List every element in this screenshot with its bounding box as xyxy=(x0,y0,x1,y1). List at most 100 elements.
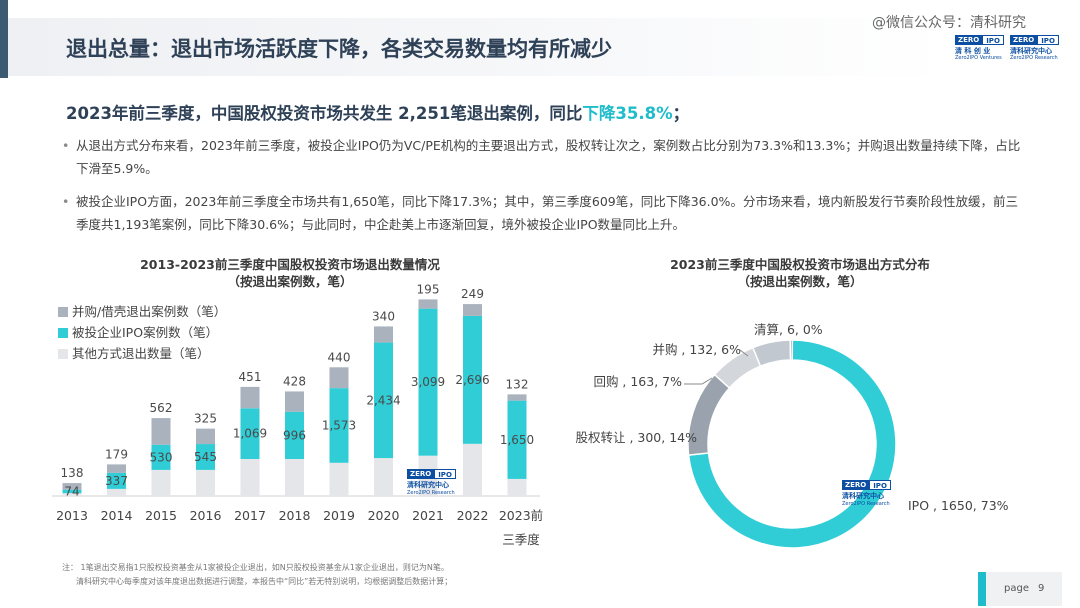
bar-segment-2019-0 xyxy=(329,462,349,496)
page-title: 退出总量：退出市场活跃度下降，各类交易数量均有所减少 xyxy=(66,37,612,61)
bar-segment-2023前三季度-1 xyxy=(507,400,527,479)
bar-label-ipo: 2,696 xyxy=(455,373,489,387)
donut-chart-watermark-logo: ZERO IPO 清科研究中心 Zero2IPO Research xyxy=(842,480,891,507)
bar-label-ma: 179 xyxy=(105,447,128,461)
bar-segment-2016-0 xyxy=(196,469,215,496)
x-tick-label: 2020 xyxy=(368,508,400,523)
donut-chart-subtitle: （按退出案例数，笔） xyxy=(737,274,863,289)
bar-segment-2020-1 xyxy=(374,342,393,459)
page-label: page xyxy=(1004,583,1029,594)
bar-segment-2015-0 xyxy=(151,469,171,496)
bar-label-ipo: 545 xyxy=(194,450,217,464)
x-tick-label: 2013 xyxy=(56,508,88,523)
bar-segment-2021-1 xyxy=(418,308,438,456)
donut-label-并购: 并购 , 132, 6% xyxy=(652,342,741,357)
x-tick-label-line2: 三季度 xyxy=(502,532,540,547)
bar-label-ma: 562 xyxy=(150,401,173,415)
x-tick-label: 2016 xyxy=(190,508,222,523)
bar-segment-2014-2 xyxy=(107,464,126,473)
bar-segment-2016-1 xyxy=(196,444,215,470)
zero2ipo-ventures-logo: ZERO IPO 清 科 创 业 Zero2IPO Ventures xyxy=(955,35,1007,63)
legend-swatch xyxy=(58,328,68,338)
x-tick-label: 2014 xyxy=(101,508,133,523)
x-tick-label: 2021 xyxy=(412,508,444,523)
bar-label-ipo: 337 xyxy=(105,474,128,488)
bar-label-ma: 428 xyxy=(283,374,306,388)
bar-segment-2017-1 xyxy=(240,408,260,459)
bar-segment-2018-1 xyxy=(285,411,304,459)
bar-segment-2014-0 xyxy=(107,488,126,496)
bar-label-ipo: 74 xyxy=(64,484,79,498)
bullet-ipo: • 被投企业IPO方面，2023年前三季度全市场共有1,650笔，同比下降17.… xyxy=(62,190,1026,236)
donut-chart-title-main: 2023前三季度中国股权投资市场退出方式分布 xyxy=(670,257,930,272)
bar-segment-2019-1 xyxy=(329,388,349,463)
bar-segment-2023前三季度-0 xyxy=(507,478,527,496)
bar-label-ipo: 996 xyxy=(283,428,306,442)
bar-segment-2013-2 xyxy=(62,483,82,490)
bar-label-ipo: 1,650 xyxy=(500,433,534,447)
bar-label-ma: 249 xyxy=(461,287,484,301)
bar-segment-2017-0 xyxy=(240,458,260,496)
bar-label-ma: 132 xyxy=(506,377,529,391)
bar-chart-subtitle: （按退出案例数，笔） xyxy=(227,274,353,289)
bullet-dot-icon: • xyxy=(62,194,70,209)
bar-label-ipo: 530 xyxy=(150,450,173,464)
donut-slice-清算 xyxy=(789,339,794,361)
footnote-line-2: 清科研究中心每季度对该年度退出数据进行调整，本报告中“同比”若无特别说明，均根据… xyxy=(76,577,453,586)
headline-highlight: 下降35.8% xyxy=(582,104,673,123)
bar-segment-2014-1 xyxy=(107,472,126,489)
legend-label: 其他方式退出数量（笔） xyxy=(72,346,210,361)
donut-chart-title: 2023前三季度中国股权投资市场退出方式分布 （按退出案例数，笔） xyxy=(640,256,960,290)
bar-label-ipo: 3,099 xyxy=(411,375,445,389)
x-tick-label: 2022 xyxy=(457,508,489,523)
footnote: 注： 1笔退出交易指1只股权投资基金从1家被投企业退出，如N只股权投资基金从1家… xyxy=(62,561,452,589)
bar-segment-2015-1 xyxy=(151,444,171,470)
headline-main: 2023年前三季度，中国股权投资市场共发生 2,251笔退出案例，同比 xyxy=(66,104,583,123)
bar-segment-2017-2 xyxy=(240,386,260,409)
page-number: 9 xyxy=(1038,583,1045,594)
bar-chart-watermark-logo: ZERO IPO 清科研究中心 Zero2IPO Research xyxy=(407,469,456,496)
bullet-text: 从退出方式分布来看，2023年前三季度，被投企业IPO仍为VC/PE机构的主要退… xyxy=(76,138,1021,176)
footnote-line-1: 注： 1笔退出交易指1只股权投资基金从1家被投企业退出，如N只股权投资基金从1家… xyxy=(62,563,449,572)
bar-segment-2022-1 xyxy=(463,315,482,444)
page-accent-bar xyxy=(978,572,986,606)
headline: 2023年前三季度，中国股权投资市场共发生 2,251笔退出案例，同比下降35.… xyxy=(66,100,689,124)
bar-chart-title-main: 2013-2023前三季度中国股权投资市场退出数量情况 xyxy=(140,257,440,272)
bar-segment-2020-2 xyxy=(374,326,393,343)
bar-label-ipo: 2,434 xyxy=(366,393,400,407)
bar-segment-2013-1 xyxy=(62,489,82,494)
bar-label-ipo: 1,069 xyxy=(233,427,267,441)
x-tick-label: 2017 xyxy=(234,508,266,523)
bullet-dot-icon: • xyxy=(62,138,70,153)
bar-segment-2013-0 xyxy=(62,493,82,496)
donut-leader-line xyxy=(739,349,749,357)
zero2ipo-research-logo: ZERO IPO 清科研究中心 Zero2IPO Research xyxy=(1010,35,1059,61)
bar-label-ma: 195 xyxy=(417,282,440,296)
bar-segment-2019-2 xyxy=(329,367,349,389)
legend-swatch xyxy=(58,349,68,359)
x-tick-label: 2018 xyxy=(279,508,311,523)
bar-label-ma: 451 xyxy=(239,370,262,384)
watermark-text: @微信公众号：清科研究 xyxy=(872,15,1026,31)
bar-segment-2015-2 xyxy=(151,418,171,445)
bar-segment-2018-0 xyxy=(285,458,304,496)
x-tick-label: 2015 xyxy=(145,508,177,523)
bar-segment-2023前三季度-2 xyxy=(507,394,527,401)
bar-segment-2022-0 xyxy=(463,443,482,496)
bar-label-ma: 138 xyxy=(61,466,84,480)
bar-label-ma: 440 xyxy=(328,350,351,364)
legend-label: 并购/借壳退出案例数（笔） xyxy=(72,304,226,319)
bar-label-ipo: 1,573 xyxy=(322,418,356,432)
donut-label-清算: 清算, 6, 0% xyxy=(754,322,823,337)
bar-label-ma: 325 xyxy=(194,412,217,426)
bar-label-ma: 340 xyxy=(372,309,395,323)
bar-segment-2020-0 xyxy=(374,458,393,496)
donut-leader-line xyxy=(684,377,713,385)
x-tick-label: 2023前 xyxy=(499,508,543,523)
headline-end: ； xyxy=(672,104,690,123)
title-band xyxy=(8,18,948,76)
bar-segment-2016-2 xyxy=(196,428,215,445)
donut-label-IPO: IPO , 1650, 73% xyxy=(908,498,1009,513)
donut-label-回购: 回购 , 163, 7% xyxy=(593,374,682,389)
